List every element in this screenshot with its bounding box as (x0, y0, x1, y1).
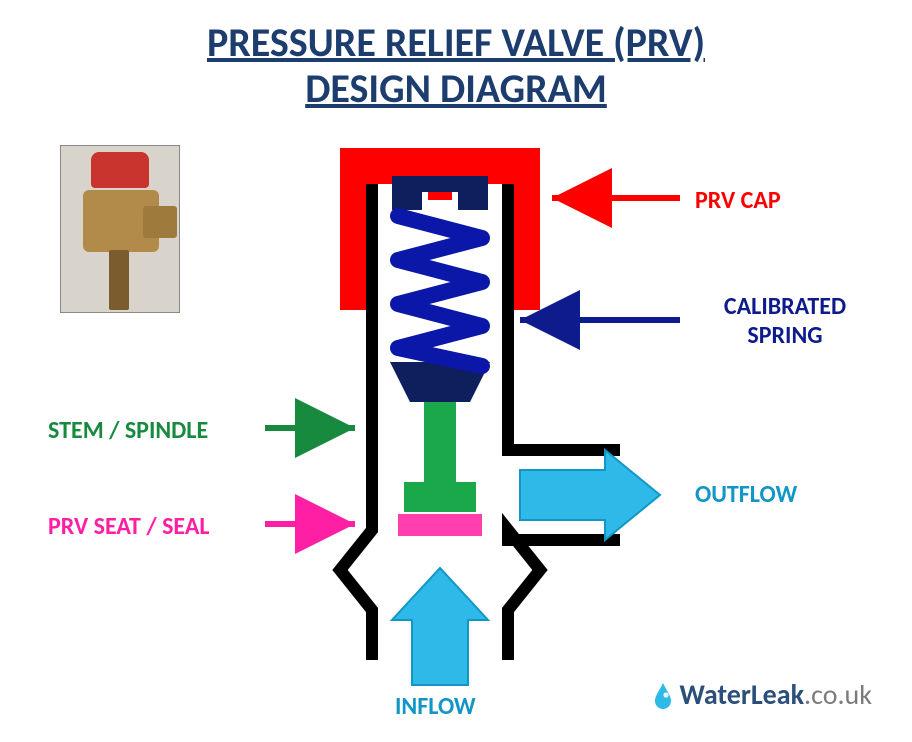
prv-seat-shape (398, 514, 482, 536)
valve-body-outline (340, 184, 620, 660)
diagram-title: PRESSURE RELIEF VALVE (PRV) DESIGN DIAGR… (0, 20, 912, 112)
brand-main: WaterLeak (680, 677, 805, 712)
seat-label: PRV SEAT / SEAL (48, 512, 210, 541)
outflow-arrow (520, 450, 660, 540)
stem-spindle-shape (404, 402, 476, 512)
prv-cap-label: PRV CAP (695, 186, 781, 215)
spring-label-line1: CALIBRATED (724, 292, 846, 321)
calibrated-spring-coil (398, 216, 482, 366)
calibrated-spring-label: CALIBRATED SPRING (695, 292, 875, 350)
footer-brand: WaterLeak.co.uk (652, 677, 873, 712)
brand-suffix: .co.uk (804, 677, 872, 712)
spring-label-line2: SPRING (747, 321, 822, 350)
title-line-1: PRESSURE RELIEF VALVE (PRV) (207, 18, 705, 67)
inflow-arrow (392, 568, 488, 685)
outflow-label: OUTFLOW (695, 480, 797, 509)
stem-label: STEM / SPINDLE (48, 416, 208, 445)
title-line-2: DESIGN DIAGRAM (305, 64, 607, 113)
waterdrop-icon (652, 681, 674, 709)
inflow-label: INFLOW (395, 692, 476, 721)
